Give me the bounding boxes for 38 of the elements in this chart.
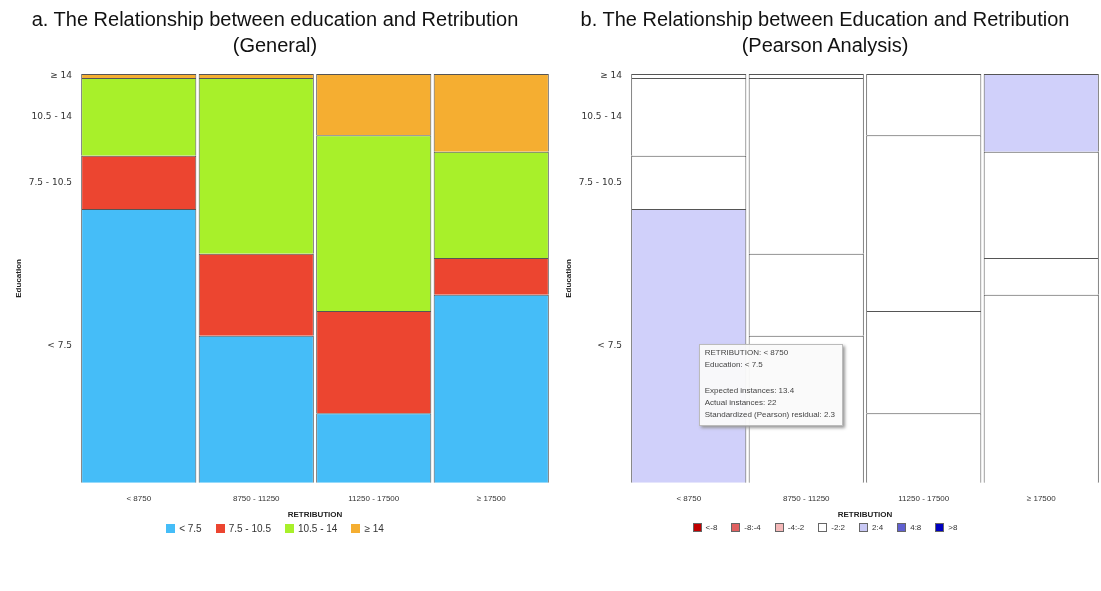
x-tick-label: 11250 - 17500 — [898, 493, 950, 503]
x-tick-label: < 8750 — [126, 493, 152, 503]
text: 10.5 - 14 — [31, 111, 72, 122]
chart-title: a. The Relationship between education and Retribution (General) — [30, 7, 520, 58]
x-tick-label: ≥ 17500 — [476, 493, 507, 503]
y-axis-title: Education — [564, 258, 573, 298]
text: < 7.5 — [47, 340, 72, 351]
series-label: < 7.5 — [597, 340, 622, 351]
x-tick-label: 8750 - 11250 — [782, 493, 831, 503]
legend-label: 10.5 - 14 — [297, 522, 338, 534]
text: 2:4 — [872, 522, 884, 532]
text: 7.5 - 10.5 — [28, 176, 72, 187]
text: <-8 — [705, 522, 718, 532]
x-axis-title: RETRIBUTION — [287, 510, 343, 520]
legend-label: < 7.5 — [179, 522, 202, 534]
annotation: Standardized (Pearson) residual: 2.3 — [704, 409, 836, 420]
y-axis-title: Education — [14, 258, 23, 298]
text: >8 — [948, 522, 958, 532]
legend-label: 7.5 - 10.5 — [228, 522, 271, 534]
text: -2:2 — [831, 522, 846, 532]
legend-label: ≥ 14 — [364, 522, 384, 534]
series-label: ≥ 14 — [600, 70, 623, 81]
x-tick-label: < 8750 — [676, 493, 702, 503]
text: -8:-4 — [744, 522, 761, 532]
annotation: RETRIBUTION: < 8750 — [704, 347, 789, 358]
text: -4:-2 — [787, 522, 805, 532]
x-tick-label: 11250 - 17500 — [348, 493, 400, 503]
series-label: 10.5 - 14 — [581, 111, 623, 122]
annotation: Expected instances: 13.4 — [704, 385, 795, 396]
annotation: Actual instances: 22 — [704, 397, 777, 408]
text: ≥ 14 — [50, 70, 72, 81]
x-tick-label: ≥ 17500 — [1026, 493, 1057, 503]
series-label: 7.5 - 10.5 — [578, 176, 622, 187]
chart-title: b. The Relationship between Education and Retribution (Pearson Analysis) — [579, 7, 1071, 58]
x-tick-label: 8750 - 11250 — [232, 493, 281, 503]
annotation: Education: < 7.5 — [704, 359, 763, 370]
x-axis-title: RETRIBUTION — [837, 510, 893, 520]
text: 4:8 — [910, 522, 922, 532]
